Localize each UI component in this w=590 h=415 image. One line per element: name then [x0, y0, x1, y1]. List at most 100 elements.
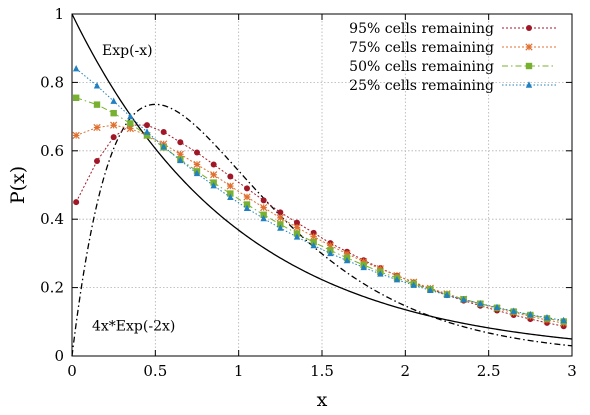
legend-item: 95% cells remaining: [349, 21, 556, 37]
data-point: [160, 128, 167, 135]
grid: [72, 14, 572, 356]
x-axis-label: x: [317, 389, 328, 411]
data-point: [93, 123, 101, 132]
data-point: [210, 171, 218, 179]
data-point: [377, 270, 384, 277]
series-25-cells-remaining: [72, 65, 567, 324]
data-point: [527, 310, 534, 318]
series-95-cells-remaining: [73, 122, 567, 330]
series-line: [75, 68, 564, 321]
x-tick-label: 2.5: [477, 362, 501, 380]
data-point: [110, 134, 117, 141]
data-point: [510, 307, 517, 314]
data-point: [93, 101, 101, 108]
legend-marker: [526, 25, 532, 31]
data-point: [143, 132, 151, 139]
data-point: [72, 65, 80, 72]
data-point: [260, 214, 267, 222]
data-point: [244, 185, 250, 192]
series-line: [75, 124, 564, 324]
data-point: [443, 291, 451, 298]
data-point: [276, 214, 284, 222]
data-point: [144, 122, 150, 129]
data-point: [227, 193, 234, 201]
data-point: [160, 142, 167, 150]
x-tick-label: 1: [234, 362, 244, 380]
data-point: [72, 94, 80, 101]
legend-label: 50% cells remaining: [349, 59, 494, 75]
data-point: [460, 295, 467, 303]
data-point: [393, 276, 401, 283]
x-tick-label: 0: [67, 362, 77, 380]
curve-exp: [71, 13, 573, 340]
data-point: [226, 182, 234, 190]
y-tick-label: 0: [54, 347, 64, 365]
data-point: [277, 209, 284, 216]
data-point: [194, 149, 200, 156]
data-point: [260, 203, 268, 212]
legend-label: 75% cells remaining: [349, 40, 494, 56]
data-point: [110, 121, 118, 129]
x-tick-label: 2: [401, 362, 411, 380]
legend-item: 25% cells remaining: [349, 78, 556, 94]
data-point: [327, 249, 334, 257]
y-tick-label: 1: [54, 5, 64, 23]
data-point: [294, 219, 300, 226]
curve-label-4x-exp: 4x*Exp(-2x): [92, 318, 175, 334]
legend-marker: [525, 81, 533, 88]
data-point: [227, 173, 234, 180]
data-point: [427, 286, 434, 294]
legend-label: 95% cells remaining: [349, 21, 494, 37]
data-point: [260, 197, 267, 204]
data-point: [260, 211, 267, 218]
y-tick-label: 0.8: [40, 73, 64, 91]
x-tick-label: 1.5: [310, 362, 334, 380]
legend-item: 75% cells remaining: [349, 40, 556, 56]
y-tick-label: 0.6: [40, 142, 64, 160]
legend-item: 50% cells remaining: [349, 59, 556, 75]
legend-marker: [525, 43, 533, 51]
data-point: [293, 233, 301, 240]
data-point: [243, 193, 251, 201]
data-point: [193, 169, 201, 177]
data-point: [94, 158, 100, 165]
data-series: [72, 65, 568, 330]
data-point: [493, 303, 501, 311]
data-point: [177, 156, 184, 164]
series-line: [75, 124, 564, 327]
legend: 95% cells remaining 75% cells remaining 50…: [349, 21, 556, 94]
data-point: [293, 223, 301, 232]
data-point: [143, 128, 151, 135]
curve-label-exp: Exp(-x): [102, 43, 153, 59]
data-point: [243, 201, 251, 208]
data-point: [343, 256, 351, 264]
data-point: [543, 313, 551, 321]
data-point: [72, 131, 80, 140]
curve-4x-exp: [71, 103, 573, 357]
data-point: [477, 299, 484, 307]
data-point: [127, 112, 134, 120]
data-point: [560, 316, 567, 324]
reference-curves: [71, 13, 573, 357]
data-point: [410, 281, 417, 288]
data-point: [210, 161, 217, 168]
x-tick-label: 3: [567, 362, 577, 380]
data-point: [110, 109, 117, 117]
data-point: [193, 160, 201, 169]
data-point: [360, 263, 367, 271]
data-point: [227, 190, 234, 197]
data-point: [110, 97, 117, 104]
data-point: [243, 204, 251, 211]
data-point: [177, 139, 184, 146]
legend-label: 25% cells remaining: [349, 78, 494, 94]
data-point: [73, 199, 80, 206]
data-point: [310, 241, 317, 249]
data-point: [93, 82, 101, 89]
y-tick-label: 0.2: [40, 279, 64, 297]
series-75-cells-remaining: [72, 121, 568, 327]
data-point: [310, 233, 318, 241]
data-point: [127, 120, 134, 127]
data-point: [277, 224, 284, 231]
legend-marker: [525, 62, 533, 70]
y-axis-label: P(x): [7, 166, 29, 204]
